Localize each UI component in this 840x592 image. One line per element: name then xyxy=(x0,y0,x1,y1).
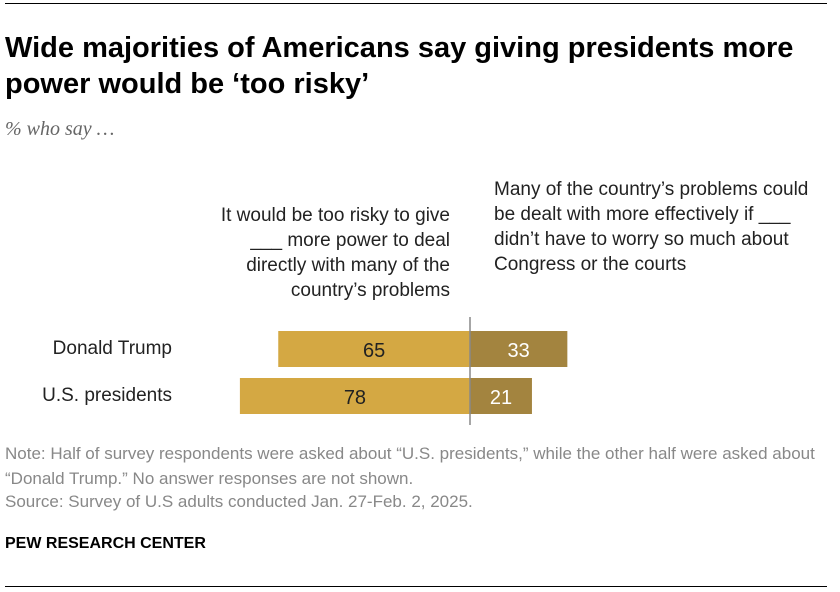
bar-left xyxy=(278,331,470,367)
top-rule xyxy=(5,3,827,4)
chart-title: Wide majorities of Americans say giving … xyxy=(5,32,794,100)
brand-logo-text: PEW RESEARCH CENTER xyxy=(5,535,206,552)
note: Note: Half of survey respondents were as… xyxy=(5,444,815,488)
data-label-left: 78 xyxy=(344,387,366,409)
data-label-right: 33 xyxy=(508,340,530,362)
legend-left-header: It would be too risky to give ___ more p… xyxy=(220,205,450,301)
bar-right xyxy=(470,378,532,414)
category-label-us-presidents: U.S. presidents xyxy=(42,385,172,406)
data-label-right: 21 xyxy=(490,387,512,409)
data-label-left: 65 xyxy=(363,340,385,362)
source: Source: Survey of U.S adults conducted J… xyxy=(5,492,473,511)
bottom-rule xyxy=(5,586,827,587)
chart-subtitle: % who say … xyxy=(5,118,115,140)
category-label-donald-trump: Donald Trump xyxy=(52,338,172,359)
bar-left xyxy=(239,378,470,414)
bar-right xyxy=(470,331,568,367)
legend-right-header: Many of the country’s problems could be … xyxy=(494,179,809,275)
